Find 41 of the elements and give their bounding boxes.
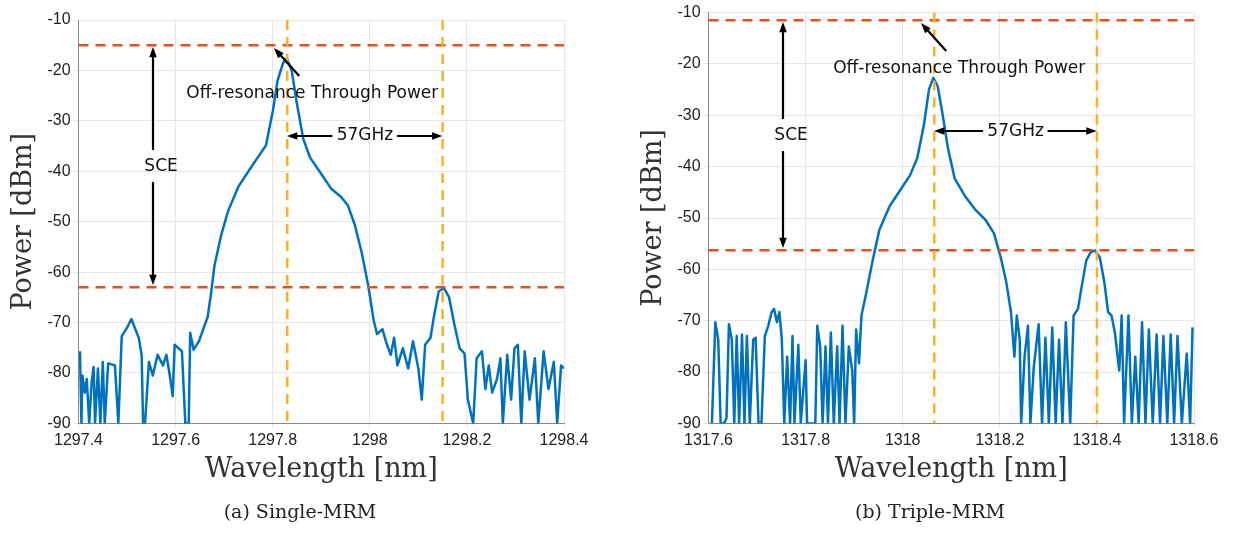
y-tick-label: -50: [47, 212, 71, 230]
y-tick-label: -10: [677, 3, 701, 21]
annotation: SCE: [774, 123, 808, 144]
y-tick-label: -70: [47, 312, 71, 330]
y-tick-label: -20: [47, 60, 71, 78]
x-axis-title: Wavelength [nm]: [834, 451, 1068, 483]
x-tick-label: 1318.4: [1072, 431, 1122, 449]
y-tick-label: -80: [677, 362, 701, 380]
text: (a) Single-MRM: [222, 500, 378, 522]
x-tick-label: 1297.4: [54, 431, 104, 449]
y-tick-label: -60: [677, 259, 701, 277]
y-tick-label: -40: [677, 157, 701, 175]
x-tick-label: 1318: [884, 431, 921, 449]
x-tick-label: 1297.6: [151, 431, 201, 449]
x-tick-label: 1298: [352, 431, 388, 449]
y-tick-label: -60: [47, 262, 71, 280]
y-tick-label: -10: [47, 10, 71, 28]
x-tick-label: 1318.6: [1169, 431, 1219, 449]
annotation: SCE: [144, 154, 178, 175]
text: (b) Triple-MRM: [854, 500, 1006, 522]
y-tick-label: -30: [47, 111, 71, 129]
x-tick-label: 1317.6: [684, 431, 734, 449]
x-tick-label: 1298.2: [442, 431, 492, 449]
y-tick-label: -90: [677, 413, 701, 431]
annotation: 57GHz: [987, 119, 1044, 140]
y-tick-label: -30: [677, 105, 701, 123]
y-tick-label: -80: [47, 363, 71, 381]
annotation: Off-resonance Through Power: [833, 56, 1086, 77]
x-tick-label: 1318.2: [975, 431, 1025, 449]
y-tick-label: -70: [677, 311, 701, 329]
x-axis-title: Wavelength [nm]: [204, 451, 438, 483]
x-tick-label: 1297.8: [248, 431, 298, 449]
x-tick-label: 1317.8: [781, 431, 831, 449]
y-tick-label: -40: [47, 161, 71, 179]
x-tick-label: 1298.4: [539, 431, 589, 449]
y-axis-title: Power [dBm]: [6, 132, 38, 311]
annotation: 57GHz: [336, 124, 394, 145]
y-axis-title: Power [dBm]: [636, 129, 668, 307]
y-tick-label: -50: [677, 208, 701, 226]
y-tick-label: -90: [47, 413, 71, 431]
y-tick-label: -20: [677, 54, 701, 72]
